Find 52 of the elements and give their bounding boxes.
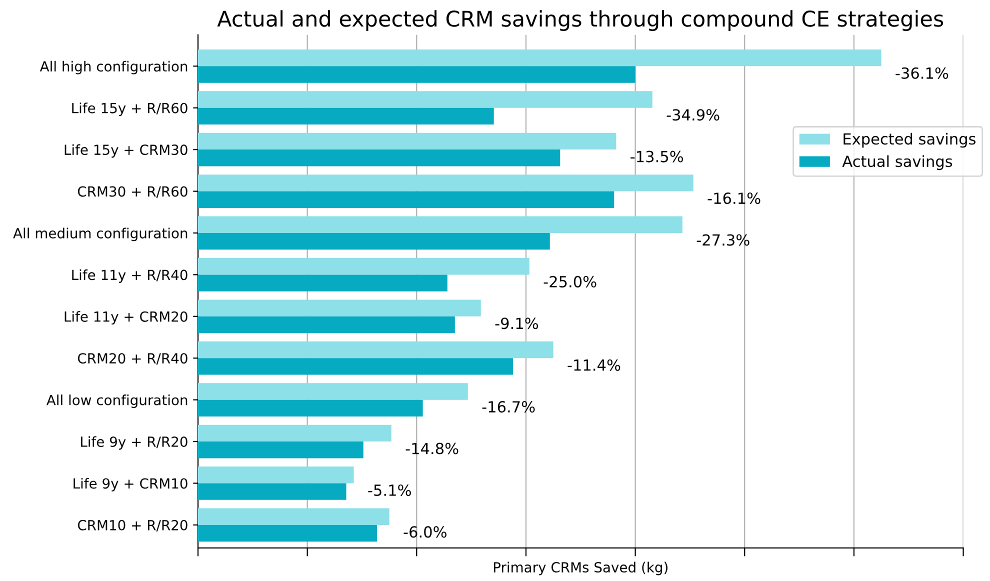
- annotation: -9.1%: [495, 318, 538, 330]
- y-tick-label: Life 11y + CRM20: [64, 311, 188, 325]
- y-tick-label: CRM10 + R/R20: [78, 520, 188, 532]
- y-tick-label: Life 9y + CRM10: [74, 478, 188, 492]
- annotation: -16.7%: [482, 401, 535, 413]
- bar: [198, 508, 390, 525]
- annotation: -11.4%: [568, 359, 620, 371]
- y-tick-label: All low configuration: [46, 394, 188, 408]
- bar: [198, 132, 616, 150]
- annotation: -14.8%: [406, 442, 458, 454]
- bar: [198, 66, 636, 83]
- x-axis-title: Primary CRMs Saved (kg): [494, 562, 668, 576]
- bar: [198, 150, 560, 166]
- y-tick-label: All medium configuration: [13, 228, 188, 242]
- y-tick-label: All high configuration: [40, 60, 188, 74]
- bar: [198, 358, 513, 375]
- y-tick-label: Life 9y + R/R20: [81, 436, 188, 450]
- bar: [198, 341, 554, 358]
- y-tick-label: Life 15y + R/R60: [72, 102, 188, 116]
- bar: [198, 400, 423, 416]
- annotation: -13.5%: [630, 150, 684, 162]
- y-tick-label: CRM30 + R/R60: [78, 186, 188, 198]
- annotation: -34.9%: [666, 109, 720, 121]
- legend-label: Expected savings: [844, 132, 976, 148]
- bar: [198, 216, 682, 233]
- annotation: -6.0%: [404, 526, 446, 538]
- legend-label: Actual savings: [842, 155, 952, 170]
- bar: [198, 383, 468, 400]
- bar: [198, 49, 882, 66]
- y-tick-label: CRM20 + R/R40: [78, 353, 188, 365]
- annotation: -5.1%: [368, 484, 411, 496]
- bar: [198, 174, 694, 192]
- bar: [198, 424, 392, 442]
- bar: [198, 316, 455, 334]
- annotation: -36.1%: [896, 67, 948, 79]
- bar: [198, 442, 364, 458]
- chart-title: Actual and expected CRM savings through compound CE strategies: [217, 10, 944, 32]
- annotation: -27.3%: [696, 234, 750, 246]
- annotation: -16.1%: [708, 192, 760, 204]
- bar: [198, 91, 652, 108]
- bar: [198, 300, 481, 316]
- bar: [198, 258, 530, 275]
- bar: [198, 483, 346, 500]
- bar: [198, 232, 550, 250]
- y-tick-label: Life 11y + R/R40: [72, 269, 188, 283]
- annotation: -25.0%: [544, 276, 596, 288]
- bar: [198, 524, 378, 542]
- y-tick-label: Life 15y + CRM30: [64, 144, 188, 158]
- bar: [198, 191, 614, 208]
- bar: [198, 466, 354, 484]
- bar: [198, 108, 494, 125]
- bar: [198, 274, 448, 292]
